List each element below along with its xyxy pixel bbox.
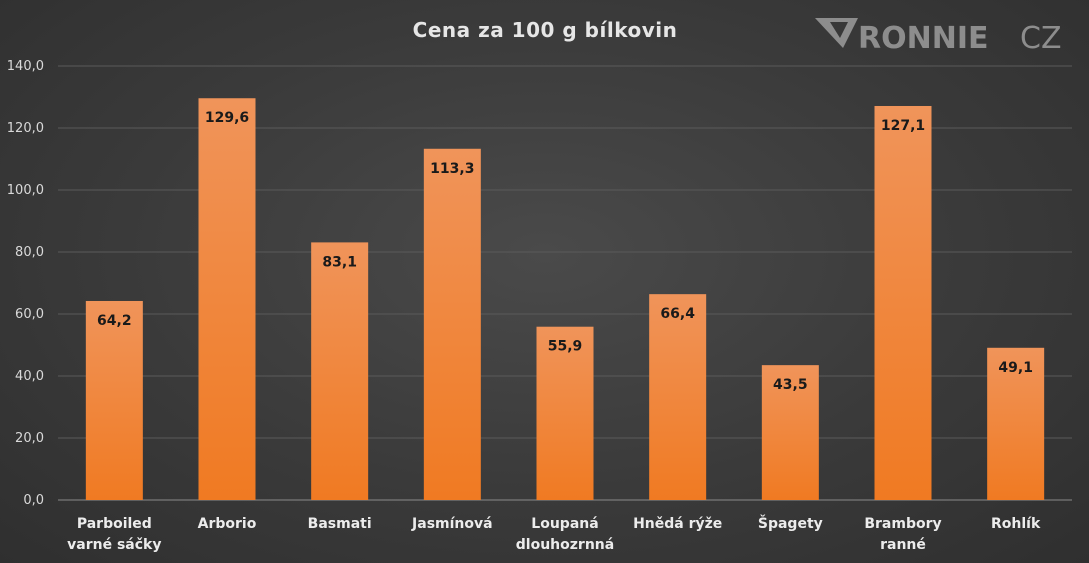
- data-label: 113,3: [430, 161, 474, 177]
- x-tick-label: Arborio: [198, 516, 257, 532]
- x-tick-label: Špagety: [758, 514, 823, 532]
- bar: [649, 294, 707, 500]
- bar: [761, 365, 819, 500]
- x-tick-label: Loupaná: [531, 516, 598, 532]
- x-tick-label: Parboiled: [77, 516, 152, 532]
- bar: [987, 347, 1045, 500]
- x-tick-label: Brambory: [864, 516, 941, 532]
- brand-logo: RONNIE CZ: [815, 18, 1062, 56]
- bar: [311, 242, 369, 500]
- data-label: 83,1: [322, 254, 357, 270]
- x-tick-label: Hnědá rýže: [633, 516, 722, 532]
- bar: [874, 105, 932, 501]
- y-axis-ticks: 0,0 20,0 40,0 60,0 80,0 100,0 120,0 140,0: [7, 59, 44, 508]
- x-tick-label: Rohlík: [991, 516, 1041, 532]
- bar: [536, 326, 594, 500]
- y-tick-label: 120,0: [7, 121, 44, 136]
- v-chevron-icon: [815, 18, 858, 48]
- y-tick-label: 100,0: [7, 183, 44, 198]
- chart-title: Cena za 100 g bílkovin: [413, 18, 678, 42]
- y-tick-label: 60,0: [15, 307, 44, 322]
- y-tick-label: 80,0: [15, 245, 44, 260]
- x-tick-label: ranné: [880, 537, 926, 553]
- x-axis-ticks: Parboiled varné sáčky Arborio Basmati Jasmín…: [67, 514, 1041, 553]
- data-label: 43,5: [773, 377, 808, 393]
- x-tick-label: Jasmínová: [411, 516, 493, 532]
- data-labels: 64,2 129,6 83,1 113,3 55,9 66,4 43,5 127,1 49,1: [97, 110, 1033, 393]
- y-tick-label: 0,0: [23, 493, 44, 508]
- bar: [198, 98, 256, 501]
- logo-suffix-text: CZ: [1020, 21, 1062, 56]
- bar: [85, 300, 143, 500]
- data-label: 55,9: [548, 339, 583, 355]
- bar: [423, 148, 481, 500]
- x-tick-label: dlouhozrnná: [516, 537, 614, 553]
- bars: [85, 98, 1045, 501]
- x-tick-label: varné sáčky: [67, 537, 161, 553]
- x-tick-label: Basmati: [308, 516, 372, 532]
- data-label: 66,4: [660, 306, 695, 322]
- y-tick-label: 20,0: [15, 431, 44, 446]
- data-label: 49,1: [998, 360, 1033, 376]
- data-label: 127,1: [881, 118, 925, 134]
- data-label: 64,2: [97, 313, 132, 329]
- logo-brand-text: RONNIE: [858, 21, 988, 56]
- y-tick-label: 40,0: [15, 369, 44, 384]
- y-tick-label: 140,0: [7, 59, 44, 74]
- data-label: 129,6: [205, 110, 249, 126]
